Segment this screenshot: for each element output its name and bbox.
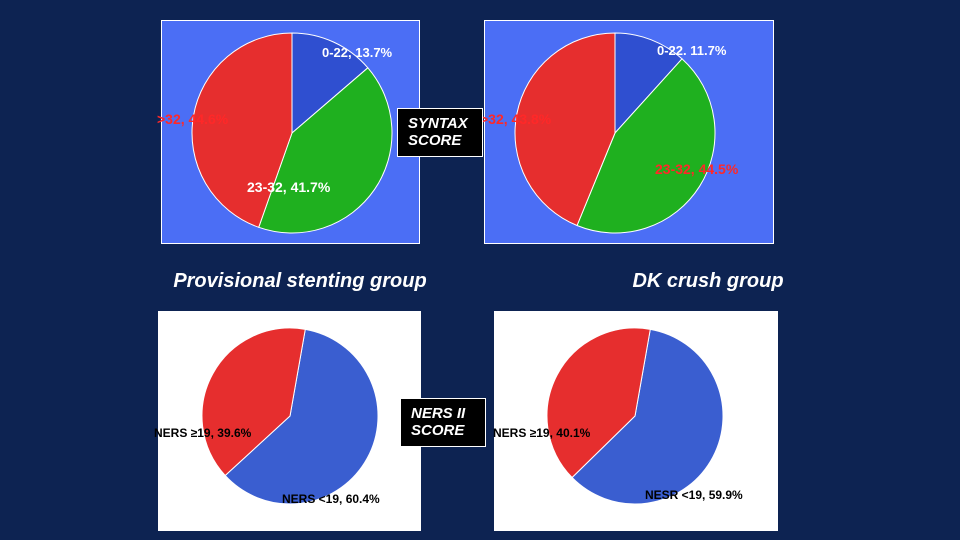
syntax-pie-dkcrush: 0-22. 11.7%23-32, 44.5%>32, 43.8% [484,20,774,244]
ners-score-label: NERS IISCORE [411,405,465,439]
chart-inner: NERS <19, 60.4%NERS ≥19, 39.6% [159,312,420,530]
ners-score-label-box: NERS IISCORE [400,398,486,447]
chart-inner: 0-22. 11.7%23-32, 44.5%>32, 43.8% [485,21,773,243]
group-title-dkcrush-text: DK crush group [632,270,783,292]
syntax-pie-provisional: 0-22, 13.7%23-32, 41.7%>32, 44.6% [161,20,420,244]
syntax-score-label-box: SYNTAXSCORE [397,108,483,157]
group-title-provisional-text: Provisional stenting group [173,270,426,292]
chart-inner: 0-22, 13.7%23-32, 41.7%>32, 44.6% [162,21,419,243]
group-title-provisional: Provisional stenting group [150,270,450,293]
group-title-dkcrush: DK crush group [558,270,858,293]
ners-pie-provisional: NERS <19, 60.4%NERS ≥19, 39.6% [158,311,421,531]
syntax-score-label: SYNTAXSCORE [408,115,468,149]
canvas: 0-22, 13.7%23-32, 41.7%>32, 44.6% 0-22. … [0,0,960,540]
ners-pie-dkcrush: NESR <19, 59.9%NERS ≥19, 40.1% [494,311,778,531]
chart-inner: NESR <19, 59.9%NERS ≥19, 40.1% [495,312,777,530]
